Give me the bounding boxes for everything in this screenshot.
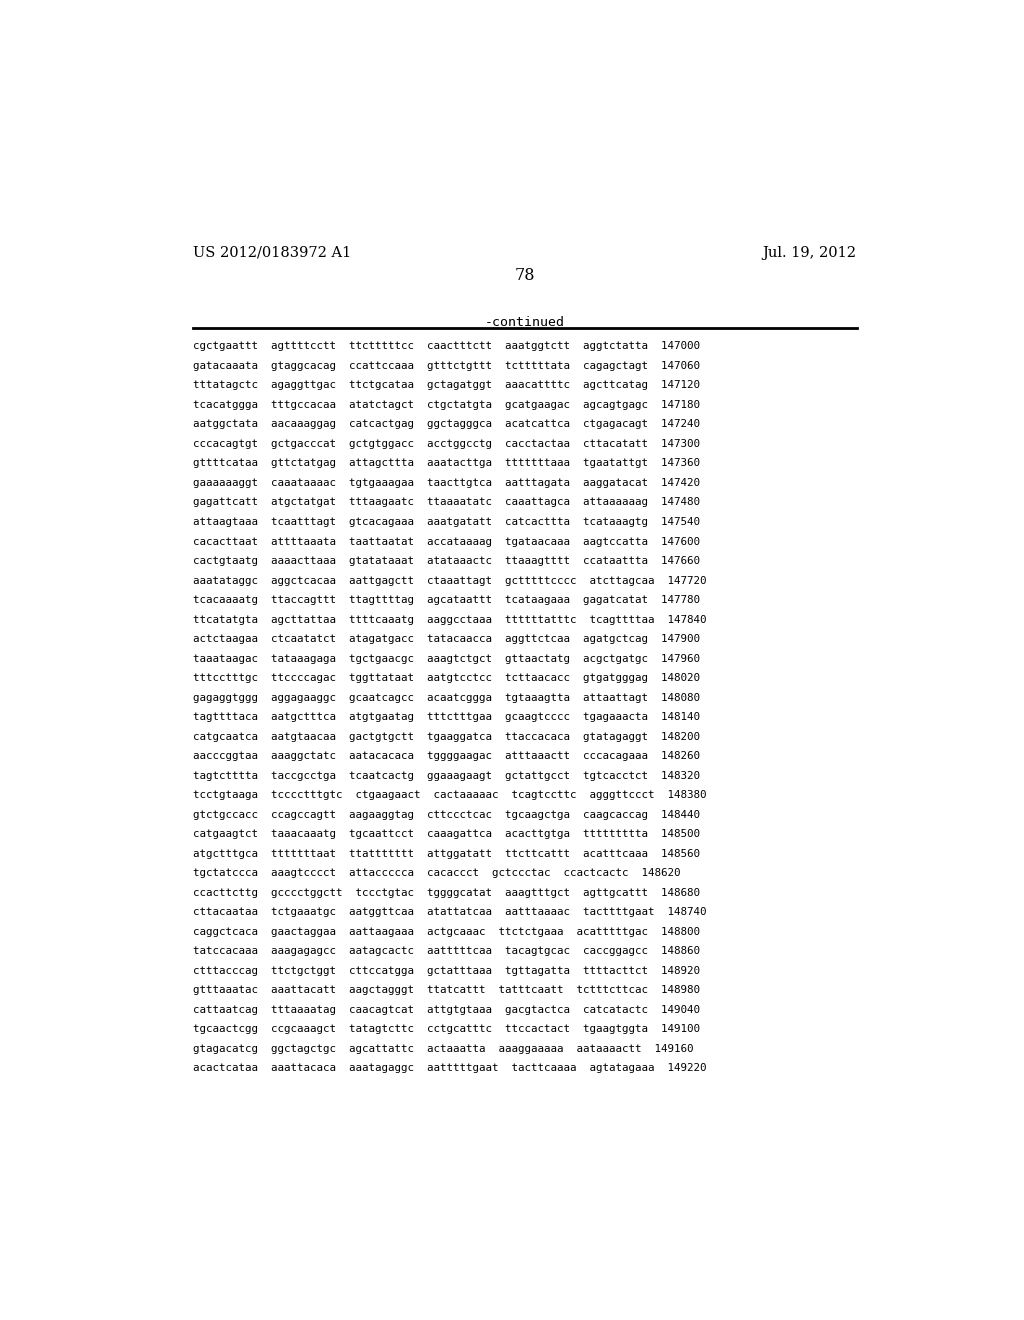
Text: taaataagac  tataaagaga  tgctgaacgc  aaagtctgct  gttaactatg  acgctgatgc  147960: taaataagac tataaagaga tgctgaacgc aaagtct… [194, 653, 700, 664]
Text: gtagacatcg  ggctagctgc  agcattattc  actaaatta  aaaggaaaaa  aataaaactt  149160: gtagacatcg ggctagctgc agcattattc actaaat… [194, 1044, 693, 1053]
Text: caggctcaca  gaactaggaa  aattaagaaa  actgcaaac  ttctctgaaa  acatttttgac  148800: caggctcaca gaactaggaa aattaagaaa actgcaa… [194, 927, 700, 937]
Text: tcacatggga  tttgccacaa  atatctagct  ctgctatgta  gcatgaagac  agcagtgagc  147180: tcacatggga tttgccacaa atatctagct ctgctat… [194, 400, 700, 411]
Text: ttcatatgta  agcttattaa  ttttcaaatg  aaggcctaaa  ttttttatttc  tcagttttaa  147840: ttcatatgta agcttattaa ttttcaaatg aaggcct… [194, 615, 707, 624]
Text: atgctttgca  tttttttaat  ttattttttt  attggatatt  ttcttcattt  acatttcaaa  148560: atgctttgca tttttttaat ttattttttt attggat… [194, 849, 700, 859]
Text: aaatataggc  aggctcacaa  aattgagctt  ctaaattagt  gctttttcccc  atcttagcaa  147720: aaatataggc aggctcacaa aattgagctt ctaaatt… [194, 576, 707, 586]
Text: tcctgtaaga  tcccctttgtc  ctgaagaact  cactaaaaac  tcagtccttc  agggttccct  148380: tcctgtaaga tcccctttgtc ctgaagaact cactaa… [194, 791, 707, 800]
Text: cacacttaat  attttaaata  taattaatat  accataaaag  tgataacaaa  aagtccatta  147600: cacacttaat attttaaata taattaatat accataa… [194, 536, 700, 546]
Text: tagtctttta  taccgcctga  tcaatcactg  ggaaagaagt  gctattgcct  tgtcacctct  148320: tagtctttta taccgcctga tcaatcactg ggaaaga… [194, 771, 700, 780]
Text: tatccacaaa  aaagagagcc  aatagcactc  aatttttcaa  tacagtgcac  caccggagcc  148860: tatccacaaa aaagagagcc aatagcactc aattttt… [194, 946, 700, 956]
Text: acactcataa  aaattacaca  aaatagaggc  aatttttgaat  tacttcaaaa  agtatagaaa  149220: acactcataa aaattacaca aaatagaggc aattttt… [194, 1064, 707, 1073]
Text: gttttcataa  gttctatgag  attagcttta  aaatacttga  tttttttaaa  tgaatattgt  147360: gttttcataa gttctatgag attagcttta aaatact… [194, 458, 700, 469]
Text: attaagtaaa  tcaatttagt  gtcacagaaa  aaatgatatt  catcacttta  tcataaagtg  147540: attaagtaaa tcaatttagt gtcacagaaa aaatgat… [194, 517, 700, 527]
Text: tgctatccca  aaagtcccct  attaccccca  cacaccct  gctccctac  ccactcactc  148620: tgctatccca aaagtcccct attaccccca cacaccc… [194, 869, 681, 878]
Text: US 2012/0183972 A1: US 2012/0183972 A1 [194, 246, 351, 260]
Text: gatacaaata  gtaggcacag  ccattccaaa  gtttctgttt  tctttttata  cagagctagt  147060: gatacaaata gtaggcacag ccattccaaa gtttctg… [194, 360, 700, 371]
Text: 78: 78 [514, 267, 536, 284]
Text: gagaggtggg  aggagaaggc  gcaatcagcc  acaatcggga  tgtaaagtta  attaattagt  148080: gagaggtggg aggagaaggc gcaatcagcc acaatcg… [194, 693, 700, 702]
Text: gtctgccacc  ccagccagtt  aagaaggtag  cttccctcac  tgcaagctga  caagcaccag  148440: gtctgccacc ccagccagtt aagaaggtag cttccct… [194, 809, 700, 820]
Text: tcacaaaatg  ttaccagttt  ttagttttag  agcataattt  tcataagaaa  gagatcatat  147780: tcacaaaatg ttaccagttt ttagttttag agcataa… [194, 595, 700, 605]
Text: Jul. 19, 2012: Jul. 19, 2012 [763, 246, 856, 260]
Text: tagttttaca  aatgctttca  atgtgaatag  tttctttgaa  gcaagtcccc  tgagaaacta  148140: tagttttaca aatgctttca atgtgaatag tttcttt… [194, 711, 700, 722]
Text: ccacttcttg  gcccctggctt  tccctgtac  tggggcatat  aaagtttgct  agttgcattt  148680: ccacttcttg gcccctggctt tccctgtac tggggca… [194, 888, 700, 898]
Text: cccacagtgt  gctgacccat  gctgtggacc  acctggcctg  cacctactaa  cttacatatt  147300: cccacagtgt gctgacccat gctgtggacc acctggc… [194, 440, 700, 449]
Text: cactgtaatg  aaaacttaaa  gtatataaat  atataaactc  ttaaagtttt  ccataattta  147660: cactgtaatg aaaacttaaa gtatataaat atataaa… [194, 556, 700, 566]
Text: catgaagtct  taaacaaatg  tgcaattcct  caaagattca  acacttgtga  ttttttttta  148500: catgaagtct taaacaaatg tgcaattcct caaagat… [194, 829, 700, 840]
Text: tgcaactcgg  ccgcaaagct  tatagtcttc  cctgcatttc  ttccactact  tgaagtggta  149100: tgcaactcgg ccgcaaagct tatagtcttc cctgcat… [194, 1024, 700, 1035]
Text: catgcaatca  aatgtaacaa  gactgtgctt  tgaaggatca  ttaccacaca  gtatagaggt  148200: catgcaatca aatgtaacaa gactgtgctt tgaagga… [194, 731, 700, 742]
Text: tttatagctc  agaggttgac  ttctgcataa  gctagatggt  aaacattttc  agcttcatag  147120: tttatagctc agaggttgac ttctgcataa gctagat… [194, 380, 700, 391]
Text: aatggctata  aacaaaggag  catcactgag  ggctagggca  acatcattca  ctgagacagt  147240: aatggctata aacaaaggag catcactgag ggctagg… [194, 420, 700, 429]
Text: -continued: -continued [484, 315, 565, 329]
Text: tttcctttgc  ttccccagac  tggttataat  aatgtcctcc  tcttaacacc  gtgatgggag  148020: tttcctttgc ttccccagac tggttataat aatgtcc… [194, 673, 700, 684]
Text: cattaatcag  tttaaaatag  caacagtcat  attgtgtaaa  gacgtactca  catcatactc  149040: cattaatcag tttaaaatag caacagtcat attgtgt… [194, 1005, 700, 1015]
Text: actctaagaa  ctcaatatct  atagatgacc  tatacaacca  aggttctcaa  agatgctcag  147900: actctaagaa ctcaatatct atagatgacc tatacaa… [194, 634, 700, 644]
Text: gaaaaaaggt  caaataaaac  tgtgaaagaa  taacttgtca  aatttagata  aaggatacat  147420: gaaaaaaggt caaataaaac tgtgaaagaa taacttg… [194, 478, 700, 488]
Text: aacccggtaa  aaaggctatc  aatacacaca  tggggaagac  atttaaactt  cccacagaaa  148260: aacccggtaa aaaggctatc aatacacaca tggggaa… [194, 751, 700, 762]
Text: ctttacccag  ttctgctggt  cttccatgga  gctatttaaa  tgttagatta  ttttacttct  148920: ctttacccag ttctgctggt cttccatgga gctattt… [194, 966, 700, 975]
Text: gtttaaatac  aaattacatt  aagctagggt  ttatcattt  tatttcaatt  tctttcttcac  148980: gtttaaatac aaattacatt aagctagggt ttatcat… [194, 985, 700, 995]
Text: gagattcatt  atgctatgat  tttaagaatc  ttaaaatatc  caaattagca  attaaaaaag  147480: gagattcatt atgctatgat tttaagaatc ttaaaat… [194, 498, 700, 507]
Text: cgctgaattt  agttttcctt  ttctttttcc  caactttctt  aaatggtctt  aggtctatta  147000: cgctgaattt agttttcctt ttctttttcc caacttt… [194, 342, 700, 351]
Text: cttacaataa  tctgaaatgc  aatggttcaa  atattatcaa  aatttaaaac  tacttttgaat  148740: cttacaataa tctgaaatgc aatggttcaa atattat… [194, 907, 707, 917]
